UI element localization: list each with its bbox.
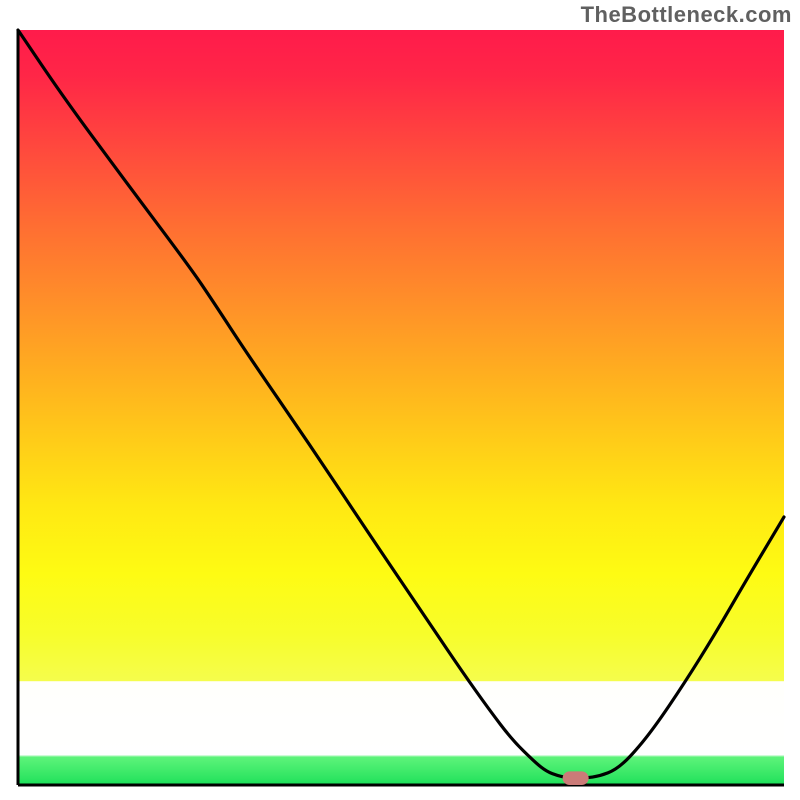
watermark-text: TheBottleneck.com — [581, 2, 792, 28]
chart-container: TheBottleneck.com — [0, 0, 800, 800]
optimal-marker — [563, 771, 589, 785]
bottleneck-chart — [0, 0, 800, 800]
